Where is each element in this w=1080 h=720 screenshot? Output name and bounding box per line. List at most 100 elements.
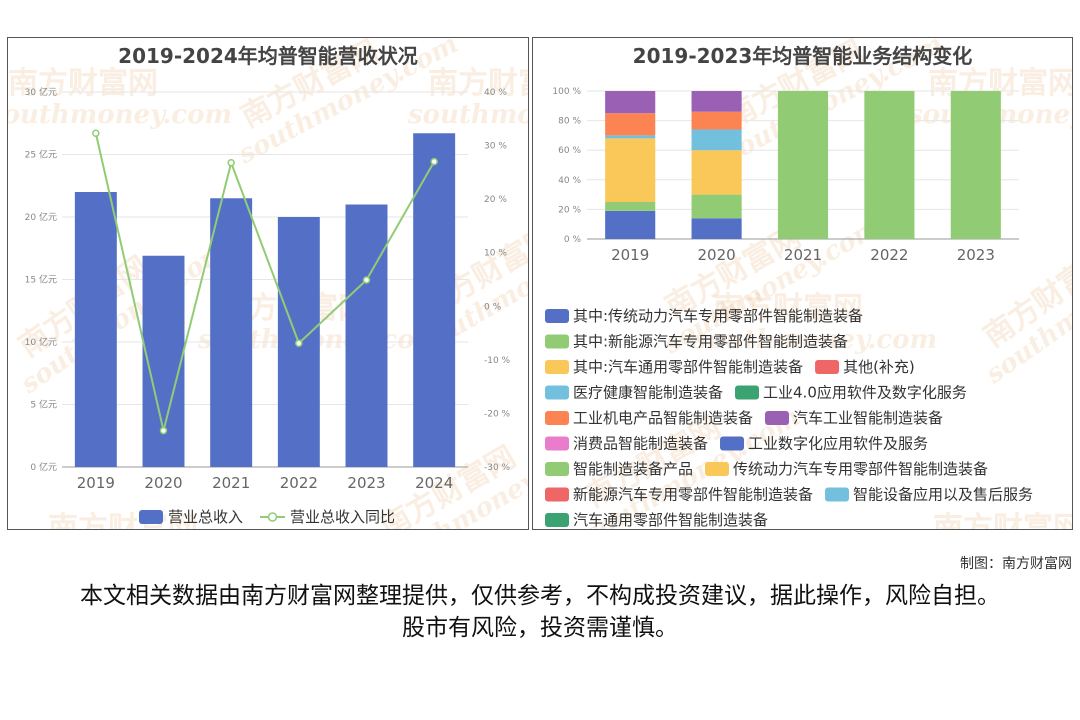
y-tick-label: 40 % <box>558 176 581 186</box>
y-left-tick-label: 5 亿元 <box>30 399 57 411</box>
legend-swatch <box>705 462 730 476</box>
watermark-cn: 南方财富网 <box>8 66 158 101</box>
y-right-tick-label: -30 % <box>484 463 511 473</box>
y-tick-label: 60 % <box>558 146 581 156</box>
chart-credit: 制图：南方财富网 <box>960 556 1072 572</box>
legend-bar-swatch <box>139 510 163 524</box>
structure-chart-title: 2019-2023年均普智能业务结构变化 <box>632 44 973 68</box>
watermark-cn: 南方财富网 <box>713 291 863 326</box>
stack-segment <box>605 202 656 211</box>
structure-chart: 南方财富网southmoney.com南方财富网southmoney.com南方… <box>545 38 1073 530</box>
legend-label: 工业机电产品智能制造装备 <box>573 409 753 427</box>
watermark-cn: 南方财富网 <box>933 511 1073 530</box>
y-left-tick-label: 25 亿元 <box>25 149 57 161</box>
legend-label: 营业总收入同比 <box>290 508 395 526</box>
yoy-point <box>430 157 438 166</box>
legend-swatch <box>545 513 569 527</box>
yoy-point <box>92 129 100 137</box>
legend-label: 汽车工业智能制造装备 <box>793 409 943 427</box>
stack-segment <box>605 210 656 239</box>
legend-swatch <box>545 360 569 374</box>
revenue-bar <box>142 255 185 467</box>
x-tick-label: 2020 <box>698 246 736 264</box>
y-right-tick-label: 30 % <box>484 142 507 152</box>
legend-swatch <box>545 309 569 323</box>
stack-segment <box>605 91 656 114</box>
watermark-en: southmoney.com <box>692 325 937 355</box>
legend-swatch <box>815 360 840 374</box>
legend-swatch <box>545 487 569 502</box>
y-right-tick-label: 40 % <box>484 88 507 98</box>
x-tick-label: 2019 <box>77 474 115 492</box>
yoy-point <box>159 426 168 435</box>
legend-label: 其中:汽车通用零部件智能制造装备 <box>573 358 803 376</box>
y-left-tick-label: 10 亿元 <box>25 336 57 348</box>
yoy-point <box>227 158 235 167</box>
x-tick-label: 2024 <box>415 474 453 492</box>
x-tick-label: 2021 <box>784 246 822 264</box>
x-tick-label: 2023 <box>347 474 385 492</box>
legend-swatch <box>735 385 760 400</box>
stack-segment <box>691 129 742 151</box>
yoy-point <box>362 276 371 284</box>
watermark-en: southmoney.com <box>407 100 529 130</box>
stack-segment <box>605 135 656 139</box>
legend-swatch <box>545 385 569 400</box>
legend-label: 工业4.0应用软件及数字化服务 <box>763 384 967 402</box>
legend-swatch <box>825 487 850 502</box>
stack-segment <box>950 91 1001 239</box>
x-tick-label: 2023 <box>957 246 995 264</box>
stack-segment <box>605 138 656 202</box>
revenue-chart-panel: 南方财富网 southmoney.com 南方财富网 southmoney.com 南方… <box>7 37 529 530</box>
revenue-bar <box>210 198 253 467</box>
y-tick-label: 100 % <box>552 87 581 97</box>
legend-swatch <box>545 462 569 476</box>
watermark-en: southmoney.com <box>8 100 232 130</box>
revenue-chart-title: 2019-2024年均普智能营收状况 <box>118 44 418 68</box>
y-right-tick-label: 0 % <box>484 302 502 312</box>
legend-label: 工业数字化应用软件及服务 <box>748 435 928 453</box>
stack-segment <box>691 91 742 112</box>
legend-label: 智能设备应用以及售后服务 <box>853 486 1033 504</box>
y-left-tick-label: 15 亿元 <box>25 274 57 286</box>
y-right-tick-label: -20 % <box>484 409 511 419</box>
y-left-tick-label: 20 亿元 <box>25 211 57 223</box>
x-tick-label: 2022 <box>280 474 318 492</box>
x-tick-label: 2021 <box>212 474 250 492</box>
stack-segment <box>691 194 742 219</box>
legend-swatch <box>545 334 569 349</box>
structure-chart-panel: 南方财富网southmoney.com南方财富网southmoney.com南方… <box>532 37 1073 530</box>
legend-swatch <box>545 411 569 425</box>
stack-segment <box>777 91 829 239</box>
legend-label: 其中:新能源汽车专用零部件智能制造装备 <box>573 333 848 351</box>
y-tick-label: 20 % <box>558 205 581 215</box>
legend-label: 智能制造装备产品 <box>573 460 693 478</box>
legend-label: 其中:传统动力汽车专用零部件智能制造装备 <box>573 307 863 325</box>
x-tick-label: 2022 <box>870 246 908 264</box>
revenue-bar <box>74 192 117 467</box>
legend-line-marker <box>267 512 278 522</box>
y-tick-label: 80 % <box>558 117 581 127</box>
stack-segment <box>691 111 742 130</box>
legend-swatch <box>545 436 569 451</box>
disclaimer-text: 本文相关数据由南方财富网整理提供，仅供参考，不构成投资建议，据此操作，风险自担。… <box>80 583 1000 641</box>
stack-segment <box>864 91 915 239</box>
legend-label: 汽车通用零部件智能制造装备 <box>573 511 768 529</box>
legend-label: 消费品智能制造装备 <box>573 435 708 453</box>
y-left-tick-label: 30 亿元 <box>25 86 57 98</box>
legend-swatch <box>720 436 745 451</box>
revenue-bar <box>345 204 388 467</box>
legend-label: 医疗健康智能制造装备 <box>573 384 723 402</box>
y-right-tick-label: 20 % <box>484 195 507 205</box>
stack-segment <box>605 113 656 136</box>
legend-label: 其他(补充) <box>843 358 915 376</box>
y-tick-label: 0 % <box>564 235 582 245</box>
legend-label: 传统动力汽车专用零部件智能制造装备 <box>733 460 988 478</box>
legend-label: 新能源汽车专用零部件智能制造装备 <box>573 486 813 504</box>
